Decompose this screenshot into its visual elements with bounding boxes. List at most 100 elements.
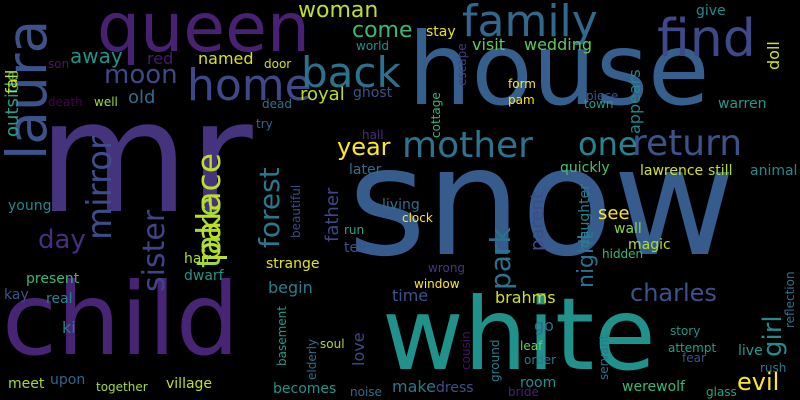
word: warren [718,96,767,112]
word: world [356,39,390,53]
word: child [2,261,240,378]
word: find [657,9,756,69]
word: death [48,95,83,109]
word: dead [262,97,292,111]
word: later [349,162,382,178]
word: moon [104,60,178,90]
word: magic [628,237,671,253]
word: servant [597,334,611,380]
word: woman [298,0,379,23]
word: live [738,343,763,359]
word: present [26,271,80,287]
word: palace [189,152,228,262]
word: son [48,57,70,71]
word: dwarf [184,268,224,284]
word: cottage [429,92,443,138]
word: ki [62,318,76,337]
word: mr [38,67,253,248]
word: time [392,286,429,305]
word: well [94,95,118,109]
word: family [462,0,598,47]
word: escape [455,43,469,86]
word: make [392,377,436,396]
word: daughter [577,184,593,248]
word: town [584,97,614,111]
word: forest [253,167,286,248]
word: visit [472,35,505,54]
word: basement [275,306,289,366]
word: dress [436,380,474,396]
word: royal [300,84,345,105]
word: appears [625,69,644,134]
word: piece [586,89,619,103]
word: clock [402,211,433,225]
word: together [96,380,148,394]
word: kay [4,287,29,303]
word: cousin [459,331,473,370]
word: meet [8,376,45,392]
word: living [382,197,420,213]
word: see [598,203,630,224]
word: house [408,11,710,128]
word: animal [750,163,798,179]
word: tell [344,240,366,256]
word: hidden [602,247,644,261]
word: wall [614,221,642,237]
word: wrong [428,261,466,275]
word: old [128,87,156,108]
word: queen [97,0,311,68]
word: lawrence [640,163,704,179]
word: mirror [80,136,120,240]
word: pam [508,93,535,107]
word: red [147,49,174,68]
word: charles [630,279,717,307]
word: soul [320,337,345,351]
word: quickly [560,160,610,176]
word: fear [682,351,706,365]
word: white [382,276,656,393]
word: fall [2,69,21,94]
word: mother [402,125,533,166]
word: love [349,332,368,366]
word: story [670,324,701,338]
word: return [632,123,743,164]
word: noise [350,385,382,399]
word: try [256,117,273,131]
word: village [166,376,213,392]
word: sister [137,209,172,292]
word: year [337,133,391,161]
word: young [8,198,52,214]
word: ghost [353,85,393,101]
word: named [198,49,254,68]
word: upon [50,372,86,388]
word: rush [760,361,787,375]
word: back [301,48,401,97]
word: doll [764,41,783,70]
word: give [696,3,726,19]
word: home [187,60,312,111]
word: strange [266,256,320,272]
word: window [414,277,460,291]
word: ground [488,339,502,382]
word: snow [348,116,736,290]
word: attempt [668,341,717,355]
word: still [708,163,733,179]
word: evil [737,368,780,396]
word: run [344,223,365,237]
word: go [534,316,554,335]
word: park [484,227,517,290]
word: away [70,44,123,68]
word: stay [426,24,456,40]
word: leaf [520,339,543,353]
word: hair [184,251,212,267]
word: hall [362,128,384,142]
word: room [520,375,557,391]
word: door [264,57,292,71]
word: reflection [783,271,797,328]
word: bride [508,385,539,399]
word: parent [527,191,548,251]
word: elderly [305,338,319,380]
word: day [38,225,86,255]
word: father [322,187,343,242]
